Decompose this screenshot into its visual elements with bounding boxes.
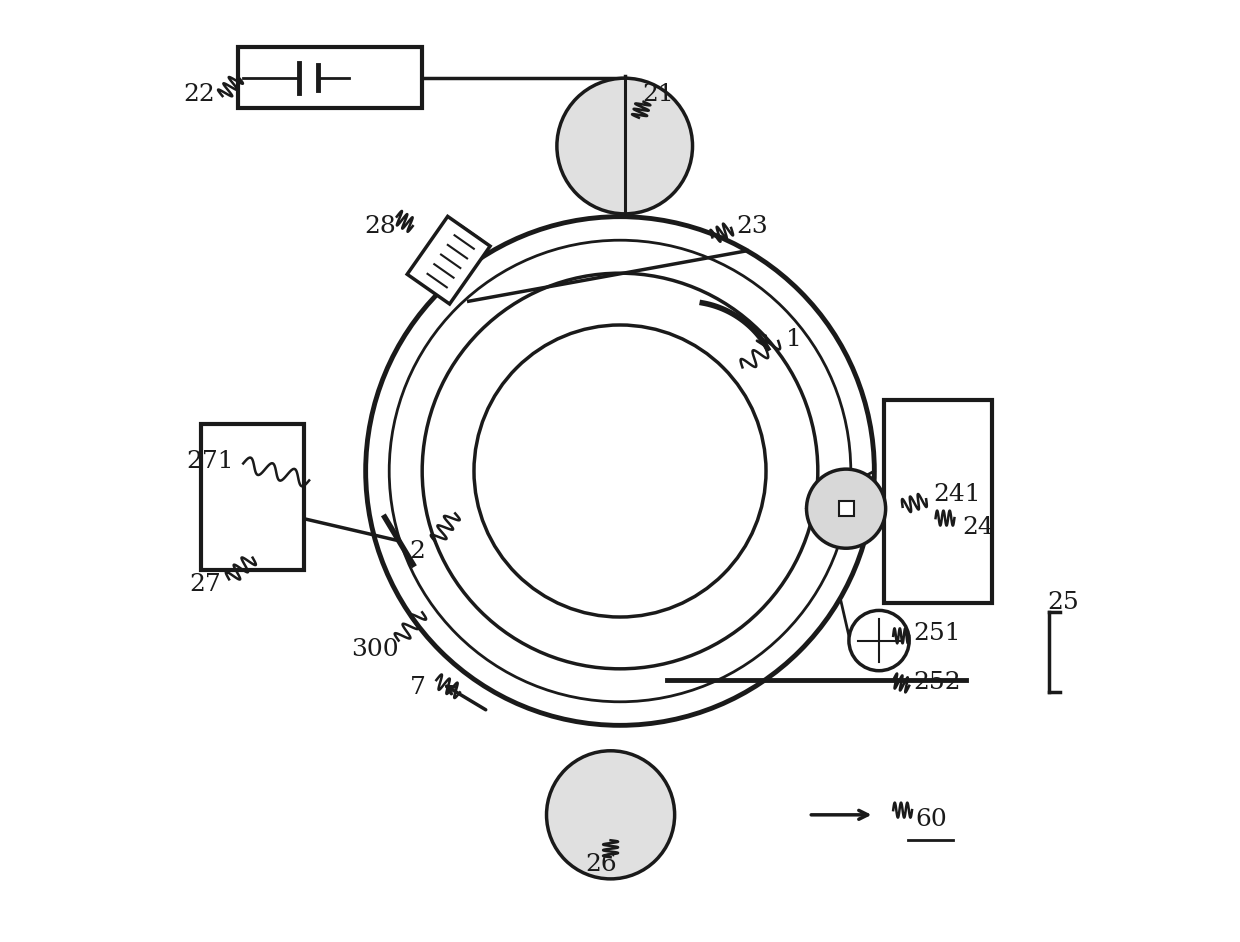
Circle shape	[366, 217, 874, 725]
Text: 23: 23	[737, 215, 768, 237]
Circle shape	[849, 610, 909, 671]
Text: 1: 1	[786, 328, 802, 350]
Bar	[238, 47, 422, 108]
Text: 252: 252	[914, 672, 961, 694]
Bar	[407, 217, 490, 304]
Text: 27: 27	[190, 573, 222, 595]
Circle shape	[389, 240, 851, 702]
Bar	[838, 501, 853, 516]
Text: 241: 241	[934, 483, 981, 506]
Text: 271: 271	[186, 450, 234, 473]
Circle shape	[806, 469, 885, 548]
Text: 25: 25	[1047, 592, 1079, 614]
Text: 300: 300	[351, 639, 399, 661]
Text: 21: 21	[642, 83, 673, 106]
Text: 26: 26	[585, 853, 618, 876]
Bar	[201, 424, 305, 570]
Bar	[884, 400, 992, 603]
Text: 22: 22	[184, 83, 215, 106]
Text: 7: 7	[409, 676, 425, 699]
Text: 24: 24	[962, 516, 993, 539]
Text: 2: 2	[409, 540, 425, 562]
Circle shape	[547, 751, 675, 879]
Text: 251: 251	[914, 622, 961, 644]
Circle shape	[474, 325, 766, 617]
Text: 60: 60	[915, 808, 946, 831]
Text: 28: 28	[363, 215, 396, 237]
Circle shape	[557, 78, 692, 214]
Circle shape	[422, 273, 818, 669]
